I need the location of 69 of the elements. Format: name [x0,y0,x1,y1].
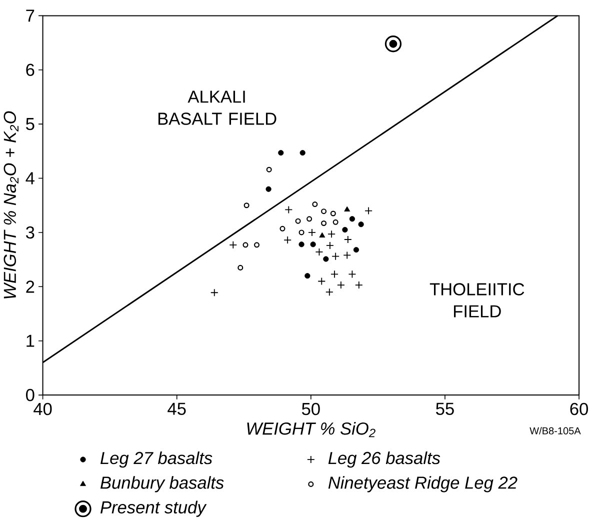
point [315,248,324,256]
point [330,210,336,216]
x-tick-label: 40 [34,402,52,416]
point [266,166,272,172]
y-tick-label: 6 [26,64,34,76]
point [344,206,350,212]
point [306,216,312,222]
point [238,264,244,270]
x-axis-title: WEIGHT % SiO$_{2}$ [247,422,376,438]
annotation: THOLEIITIC FIELD [430,283,524,318]
point [300,150,306,156]
point [310,241,316,248]
x-tick-label: 50 [302,402,320,416]
y-tick-label: 1 [26,334,34,347]
point [336,280,345,289]
text: W/B8-105A [530,426,581,434]
point [348,270,356,278]
point [319,232,326,238]
legend-label: Ninetyeast Ridge Leg 22 [328,476,518,492]
point [343,251,352,260]
annotation: ALKALI BASALT FIELD [158,90,276,125]
point [332,219,338,225]
point [342,226,348,232]
point [284,236,292,244]
x-tick-label: 45 [168,402,186,415]
point [244,202,250,208]
point [364,206,373,215]
point [321,220,327,226]
point [266,186,272,192]
y-tick-label: 3 [26,226,34,238]
point [254,242,260,248]
point [332,252,340,260]
point [308,228,316,236]
y-tick-label: 2 [26,280,34,293]
legend-label: Leg 27 basalts [100,451,212,468]
legend-label: Leg 26 basalts [328,451,440,468]
point [321,208,327,214]
y-tick-label: 7 [26,10,34,22]
y-tick-label: 0 [26,388,34,402]
point [242,242,248,248]
y-tick-label: 5 [26,118,34,130]
point [298,241,304,248]
point [326,241,334,250]
point [295,218,301,224]
legend-label: Present study [100,500,207,517]
point [280,226,286,232]
point [328,230,336,238]
point [358,221,364,228]
point [304,272,310,278]
point [354,280,363,289]
point [312,201,318,207]
point [298,230,304,236]
point [384,35,402,52]
point [325,288,334,296]
point [349,216,356,222]
x-tick-label: 55 [436,402,454,415]
point [284,206,293,214]
point [323,256,329,262]
point [229,240,238,249]
y-tick-label: 4 [26,172,34,184]
point [210,288,218,296]
legend-label: Bunbury basalts [100,476,224,492]
point [344,235,352,244]
point [330,270,338,278]
point [353,246,360,252]
y-axis-title: WEIGHT % Na$_{2}$O + K$_{2}$O [4,111,18,298]
point [278,150,284,156]
point [318,277,326,286]
x-tick-label: 60 [570,402,588,416]
